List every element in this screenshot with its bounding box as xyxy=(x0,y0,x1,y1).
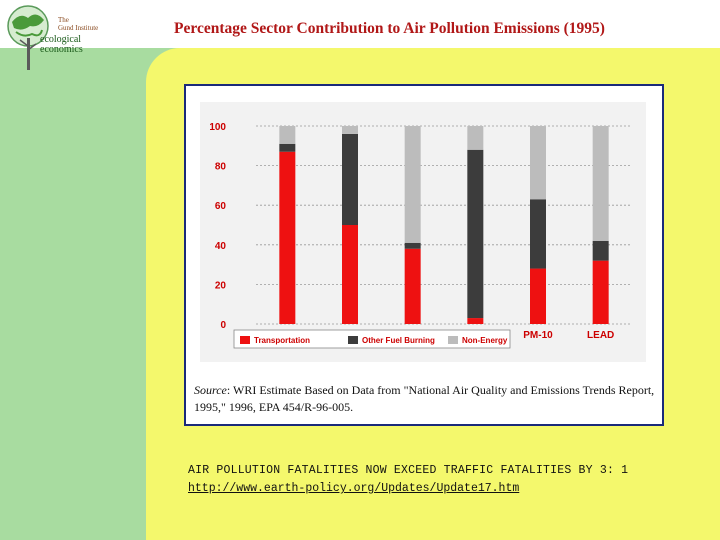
bar-co-series-0 xyxy=(279,151,296,324)
x-tick-label: LEAD xyxy=(587,330,614,341)
bar-so2-series-0 xyxy=(467,318,484,324)
source-label: Source xyxy=(194,383,227,397)
legend-swatch xyxy=(240,336,250,344)
y-tick-label: 100 xyxy=(209,122,226,133)
page-title: Percentage Sector Contribution to Air Po… xyxy=(174,20,605,37)
y-tick-label: 40 xyxy=(215,241,227,252)
bar-nox-series-0 xyxy=(342,225,358,324)
header-band xyxy=(0,0,720,48)
logo-line3: ecological xyxy=(40,34,82,45)
fatalities-statement: AIR POLLUTION FATALITIES NOW EXCEED TRAF… xyxy=(188,464,629,477)
source-url-link[interactable]: http://www.earth-policy.org/Updates/Upda… xyxy=(188,482,520,495)
bar-pm-10-series-1 xyxy=(530,199,546,269)
bar-vocs-series-2 xyxy=(404,126,421,243)
bar-lead-series-1 xyxy=(592,240,609,261)
legend-swatch xyxy=(348,336,358,344)
bar-so2-series-2 xyxy=(467,126,484,150)
bar-co-series-1 xyxy=(279,143,296,152)
bar-co-series-2 xyxy=(279,126,296,144)
y-tick-label: 60 xyxy=(215,201,227,212)
legend-box xyxy=(233,329,511,349)
legend-label: Transportation xyxy=(254,336,310,345)
bar-nox-series-1 xyxy=(342,133,358,225)
logo-line1: The xyxy=(58,16,69,24)
bar-so2-series-1 xyxy=(467,149,484,319)
stacked-bar-chart: 020406080100CONOxVOCsSO2PM-10LEADTranspo… xyxy=(200,102,646,362)
bar-vocs-series-1 xyxy=(404,242,421,249)
logo-line2: Gund Institute xyxy=(58,24,99,32)
bar-pm-10-series-2 xyxy=(530,126,546,200)
source-note: Source: WRI Estimate Based on Data from … xyxy=(194,382,656,416)
bar-vocs-series-0 xyxy=(404,248,421,324)
bar-pm-10-series-0 xyxy=(530,268,546,324)
y-tick-label: 0 xyxy=(220,320,226,331)
x-tick-label: PM-10 xyxy=(523,330,553,341)
chart-frame: 020406080100CONOxVOCsSO2PM-10LEADTranspo… xyxy=(184,84,664,426)
logo-line4: economics xyxy=(40,44,83,55)
source-text: : WRI Estimate Based on Data from "Natio… xyxy=(194,383,655,414)
legend-label: Non-Energy xyxy=(462,336,508,345)
y-tick-label: 80 xyxy=(215,162,227,173)
bar-lead-series-0 xyxy=(592,260,609,324)
legend-swatch xyxy=(448,336,458,344)
legend-label: Other Fuel Burning xyxy=(362,336,435,345)
tree-globe-icon xyxy=(7,5,49,70)
bar-nox-series-2 xyxy=(342,126,358,134)
y-tick-label: 20 xyxy=(215,280,227,291)
institute-logo: The Gund Institute ecological economics xyxy=(2,2,120,72)
chart-background xyxy=(200,102,646,362)
bar-lead-series-2 xyxy=(592,126,609,241)
